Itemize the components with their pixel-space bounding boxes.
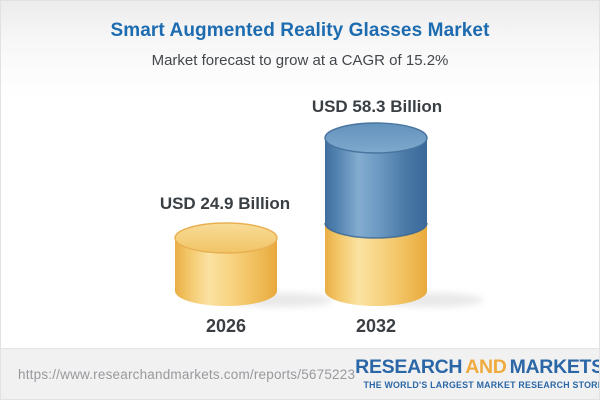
bar-2032-base-segment (325, 223, 427, 306)
bar-value-label-2026: USD 24.9 Billion (159, 194, 291, 213)
brand-logo-markets: MARKETS (509, 356, 600, 379)
bar-2032-cylinder (324, 122, 428, 306)
page-subtitle: Market forecast to grow at a CAGR of 15.… (151, 52, 449, 69)
brand-logo-and: AND (465, 356, 507, 379)
bar-2032-growth-segment (325, 138, 427, 238)
brand-logo-wordmark: RESEARCH AND MARKETS (355, 356, 600, 379)
category-label-2032: 2032 (355, 316, 397, 336)
source-url: https://www.researchandmarkets.com/repor… (18, 366, 356, 382)
brand-logo-research: RESEARCH (355, 356, 463, 379)
brand-logo: RESEARCH AND MARKETS THE WORLD'S LARGEST M… (355, 356, 600, 390)
brand-tagline: THE WORLD'S LARGEST MARKET RESEARCH STOR… (363, 379, 600, 390)
bar-value-label-2032: USD 58.3 Billion (311, 97, 443, 116)
page-title: Smart Augmented Reality Glasses Market (110, 20, 490, 41)
category-label-2026: 2026 (205, 316, 247, 336)
footer-bar: https://www.researchandmarkets.com/repor… (1, 348, 599, 399)
bar-2026-cylinder (174, 222, 278, 306)
